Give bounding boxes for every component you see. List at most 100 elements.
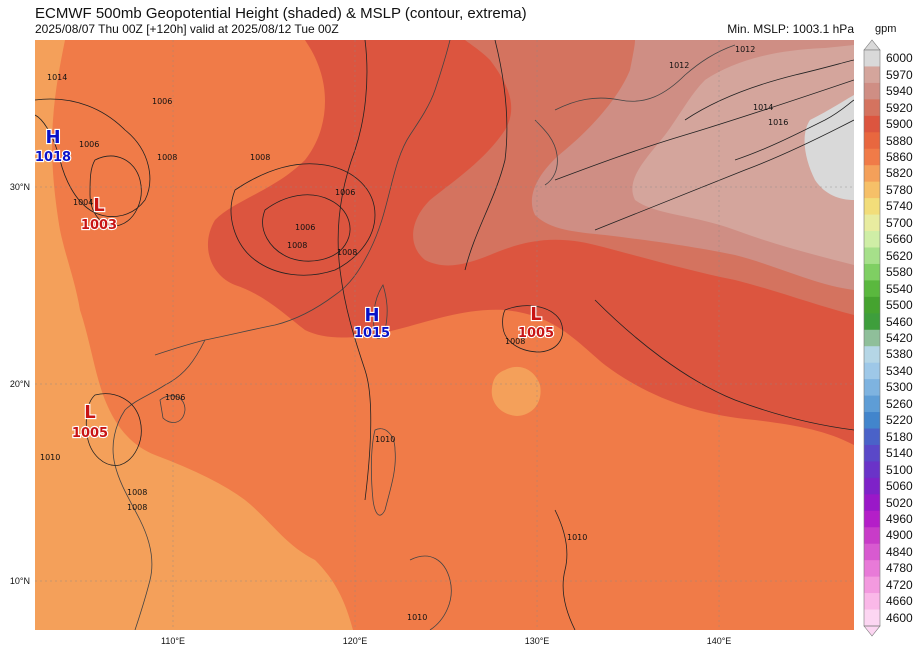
colorbar-swatch xyxy=(864,329,880,347)
colorbar-units: gpm xyxy=(875,23,897,35)
colorbar-level-label: 5100 xyxy=(886,462,913,477)
colorbar-swatch xyxy=(864,115,880,133)
isobar-label: 1014 xyxy=(47,73,67,82)
isobar-label: 1004 xyxy=(73,198,93,207)
colorbar-level-label: 5740 xyxy=(886,199,913,214)
high-marker-value: 1018 xyxy=(35,150,71,165)
isobar-label: 1008 xyxy=(157,153,177,162)
colorbar-level-label: 5620 xyxy=(886,248,913,263)
isobar-label: 1008 xyxy=(250,153,270,162)
colorbar-swatch xyxy=(864,198,880,216)
colorbar-level-label: 4780 xyxy=(886,561,913,576)
colorbar-level-label: 5920 xyxy=(886,100,913,115)
colorbar-level-label: 5970 xyxy=(886,67,913,82)
colorbar-swatch xyxy=(864,66,880,84)
height-5970-region xyxy=(804,95,854,200)
colorbar-swatch xyxy=(864,214,880,232)
colorbar-level-label: 5780 xyxy=(886,182,913,197)
colorbar-level-label: 5060 xyxy=(886,479,913,494)
colorbar-level-label: 5020 xyxy=(886,495,913,510)
colorbar-level-label: 5260 xyxy=(886,396,913,411)
high-marker-value: 1015 xyxy=(354,326,390,341)
colorbar-swatch xyxy=(864,461,880,479)
min-mslp-readout: Min. MSLP: 1003.1 hPa xyxy=(727,22,854,36)
isobar-label: 1006 xyxy=(152,97,172,106)
colorbar-swatch xyxy=(864,494,880,512)
colorbar-level-label: 5140 xyxy=(886,446,913,461)
colorbar-level-label: 6000 xyxy=(886,51,913,66)
colorbar-level-label: 4960 xyxy=(886,512,913,527)
lon-label-140e: 140°E xyxy=(706,636,732,646)
colorbar-swatch xyxy=(864,82,880,100)
colorbar-swatch xyxy=(864,165,880,183)
colorbar-level-label: 5820 xyxy=(886,166,913,181)
colorbar-swatch xyxy=(864,510,880,528)
lon-label-120e: 120°E xyxy=(342,636,368,646)
lat-label-30n: 30°N xyxy=(9,182,30,192)
colorbar-swatch xyxy=(864,247,880,265)
colorbar-swatch xyxy=(864,609,880,627)
colorbar-swatch xyxy=(864,50,880,67)
colorbar-level-label: 4660 xyxy=(886,594,913,609)
colorbar-swatch xyxy=(864,412,880,430)
isobar-label: 1010 xyxy=(40,453,60,462)
colorbar xyxy=(863,39,881,637)
colorbar-level-label: 5460 xyxy=(886,314,913,329)
map-panel: 1014 1006 1006 1008 1004 1008 1006 1006 … xyxy=(35,40,854,630)
extrema-markers: H 1018 L 1003 H 1015 L 1005 L 1005 xyxy=(35,126,555,442)
colorbar-level-label: 4840 xyxy=(886,544,913,559)
low-marker-letter: L xyxy=(84,402,95,423)
isobar-label: 1006 xyxy=(335,188,355,197)
lat-label-10n: 10°N xyxy=(9,576,30,586)
isobar-label: 1010 xyxy=(567,533,587,542)
colorbar-swatch xyxy=(864,593,880,611)
low-marker-letter: L xyxy=(93,195,104,216)
colorbar-swatch xyxy=(864,444,880,462)
colorbar-swatch xyxy=(864,362,880,380)
isobar-label: 1006 xyxy=(295,223,315,232)
colorbar-level-label: 5880 xyxy=(886,133,913,148)
isobar-label: 1016 xyxy=(768,118,788,127)
isobar-label: 1012 xyxy=(735,45,755,54)
colorbar-level-label: 5540 xyxy=(886,281,913,296)
isobar-label: 1008 xyxy=(505,337,525,346)
colorbar-level-label: 5940 xyxy=(886,84,913,99)
colorbar-level-label: 5380 xyxy=(886,347,913,362)
colorbar-swatch xyxy=(864,527,880,545)
colorbar-swatch xyxy=(864,543,880,561)
colorbar-level-label: 5220 xyxy=(886,413,913,428)
isobar-label: 1014 xyxy=(753,103,773,112)
colorbar-swatch xyxy=(864,148,880,166)
colorbar-level-label: 5660 xyxy=(886,232,913,247)
lat-label-20n: 20°N xyxy=(9,379,30,389)
colorbar-level-label: 5700 xyxy=(886,215,913,230)
chart-subtitle: 2025/08/07 Thu 00Z [+120h] valid at 2025… xyxy=(35,22,339,36)
colorbar-level-label: 4600 xyxy=(886,610,913,625)
isobar-label: 1010 xyxy=(407,613,427,622)
height-5940-region xyxy=(632,45,854,265)
lon-label-130e: 130°E xyxy=(524,636,550,646)
colorbar-swatch xyxy=(864,560,880,578)
colorbar-swatch xyxy=(864,346,880,364)
low-marker-value: 1003 xyxy=(81,218,117,233)
colorbar-level-label: 5900 xyxy=(886,117,913,132)
low-marker-value: 1005 xyxy=(72,426,108,441)
colorbar-level-label: 5860 xyxy=(886,149,913,164)
colorbar-swatch xyxy=(864,379,880,397)
coastlines xyxy=(112,40,736,630)
colorbar-swatch xyxy=(864,280,880,298)
colorbar-bottom-arrow xyxy=(863,625,881,637)
high-marker-letter: H xyxy=(45,127,60,148)
colorbar-level-label: 5340 xyxy=(886,363,913,378)
isobar-label: 1008 xyxy=(287,241,307,250)
isobar-label: 1012 xyxy=(669,61,689,70)
colorbar-outline xyxy=(863,49,881,627)
map-svg: 1014 1006 1006 1008 1004 1008 1006 1006 … xyxy=(35,40,854,630)
graticule xyxy=(35,40,854,630)
isobar-label: 1010 xyxy=(375,435,395,444)
colorbar-swatch xyxy=(864,576,880,594)
colorbar-level-label: 5180 xyxy=(886,429,913,444)
colorbar-swatch xyxy=(864,313,880,331)
colorbar-level-label: 4900 xyxy=(886,528,913,543)
lon-label-110e: 110°E xyxy=(161,636,185,646)
